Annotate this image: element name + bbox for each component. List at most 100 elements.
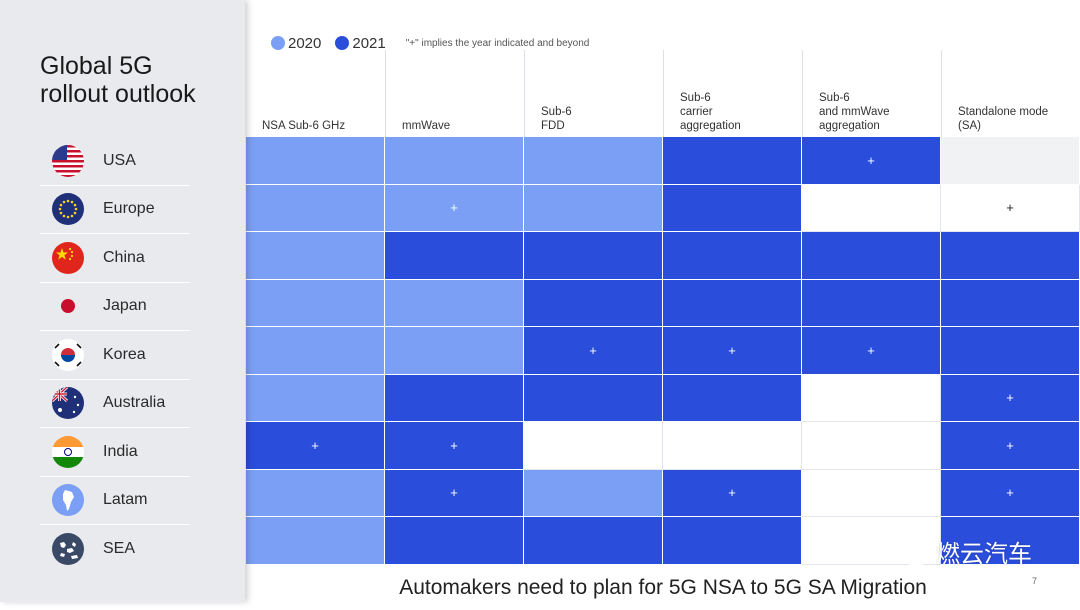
eu-flag-icon	[52, 193, 84, 226]
country-name: SEA	[103, 539, 136, 557]
legend-dot-2020	[271, 36, 285, 50]
country-name: Japan	[103, 297, 147, 315]
china-flag-icon	[52, 241, 84, 274]
legend: 2020 2021 "+" implies the year indicated…	[271, 33, 589, 53]
grid-cell: +	[941, 374, 1080, 422]
country-row-usa: USA	[40, 137, 190, 186]
legend-item-2020: 2020	[271, 35, 321, 52]
watermark-text: 燃云汽车	[936, 541, 1032, 568]
slide-title: Global 5G rollout outlook	[40, 52, 240, 108]
sea-globe-icon	[52, 532, 84, 565]
grid-cell: +	[385, 469, 524, 517]
grid-cell	[385, 517, 524, 565]
grid-cell	[941, 279, 1080, 327]
legend-item-2021: 2021	[335, 34, 386, 52]
grid-cell: +	[385, 422, 524, 470]
grid-cell	[385, 374, 524, 422]
left-panel: Global 5G rollout outlook USA	[0, 0, 245, 602]
grid-cell	[802, 469, 941, 517]
grid-cell	[941, 232, 1080, 280]
grid-cell	[802, 422, 941, 470]
country-row-europe: Europe	[40, 186, 190, 234]
grid-cell	[663, 137, 802, 185]
grid-cell: +	[663, 327, 802, 375]
title-line-1: Global 5G	[40, 52, 153, 80]
grid-cell	[524, 517, 663, 565]
grid-cell	[385, 279, 524, 327]
wechat-icon	[890, 536, 929, 566]
column-header-label: Sub-6 FDD	[541, 106, 572, 132]
india-flag-icon	[52, 435, 84, 468]
grid-cell	[246, 374, 385, 422]
country-name: Australia	[103, 394, 166, 412]
grid-cell: +	[385, 184, 524, 232]
legend-dot-2021	[335, 36, 350, 50]
country-name: India	[103, 442, 138, 460]
grid-cell	[802, 517, 941, 565]
grid-cell	[246, 232, 385, 280]
column-header-label: Standalone mode (SA)	[958, 106, 1049, 132]
country-row-china: China	[40, 234, 190, 283]
column-header: Standalone mode (SA)	[941, 50, 1080, 137]
usa-flag-icon	[52, 144, 84, 177]
country-list: USA Europe	[40, 137, 190, 573]
grid-cell	[246, 184, 385, 232]
grid-cell	[663, 374, 802, 422]
column-header: Sub-6 FDD	[524, 50, 663, 137]
watermark: 燃云汽车	[888, 534, 1032, 569]
grid-cell	[524, 422, 663, 470]
grid-cell: +	[941, 422, 1080, 470]
country-name: China	[103, 248, 145, 266]
column-header-label: Sub-6 carrier aggregation	[680, 92, 741, 132]
grid-cell	[941, 327, 1080, 375]
column-header-label: mmWave	[402, 120, 451, 132]
australia-flag-icon	[52, 387, 84, 420]
grid-cell	[246, 137, 385, 185]
korea-flag-icon	[52, 338, 84, 371]
column-header-label: Sub-6 and mmWave aggregation	[819, 92, 890, 132]
footer-caption: Automakers need to plan for 5G NSA to 5G…	[399, 576, 927, 599]
grid-cell	[663, 232, 802, 280]
grid-cell	[246, 469, 385, 517]
grid-cell	[246, 517, 385, 565]
grid-cell: +	[802, 327, 941, 375]
grid-cell	[246, 327, 385, 375]
country-name: Europe	[103, 200, 155, 218]
country-row-korea: Korea	[40, 331, 190, 380]
grid-cell	[941, 137, 1080, 185]
title-line-2: rollout outlook	[40, 80, 196, 108]
grid-cell	[524, 184, 663, 232]
page-number: 7	[1032, 576, 1038, 586]
column-header: Sub-6 carrier aggregation	[663, 50, 802, 137]
grid-cell	[524, 469, 663, 517]
grid-cell	[802, 374, 941, 422]
grid-cell	[941, 517, 1080, 565]
legend-label: 2021	[352, 34, 386, 52]
column-header-label: NSA Sub-6 GHz	[262, 120, 346, 132]
grid-cell	[663, 279, 802, 327]
country-name: Latam	[103, 491, 148, 509]
grid-cell: +	[246, 422, 385, 470]
legend-label: 2020	[288, 34, 322, 52]
grid-cell: +	[941, 184, 1080, 232]
grid-cell	[385, 327, 524, 375]
grid-cell: +	[663, 469, 802, 517]
grid-cell	[385, 232, 524, 280]
column-header: mmWave	[385, 50, 524, 137]
grid-cell	[524, 374, 663, 422]
grid-cell	[663, 184, 802, 232]
country-row-latam: Latam	[40, 477, 190, 525]
country-row-australia: Australia	[40, 380, 190, 428]
grid-cell	[802, 232, 941, 280]
grid-cell: +	[941, 469, 1080, 517]
country-row-japan: Japan	[40, 283, 190, 331]
column-header: Sub-6 and mmWave aggregation	[802, 50, 941, 137]
country-name: USA	[103, 151, 136, 169]
grid-cell	[524, 232, 663, 280]
latam-globe-icon	[52, 484, 84, 517]
column-headers: NSA Sub-6 GHz mmWave Sub-6 FDD Sub-6 car…	[246, 50, 1080, 137]
legend-note: "+" implies the year indicated and beyon…	[405, 37, 590, 49]
grid-cell: +	[524, 327, 663, 375]
column-header: NSA Sub-6 GHz	[246, 50, 385, 137]
grid-cell	[802, 279, 941, 327]
